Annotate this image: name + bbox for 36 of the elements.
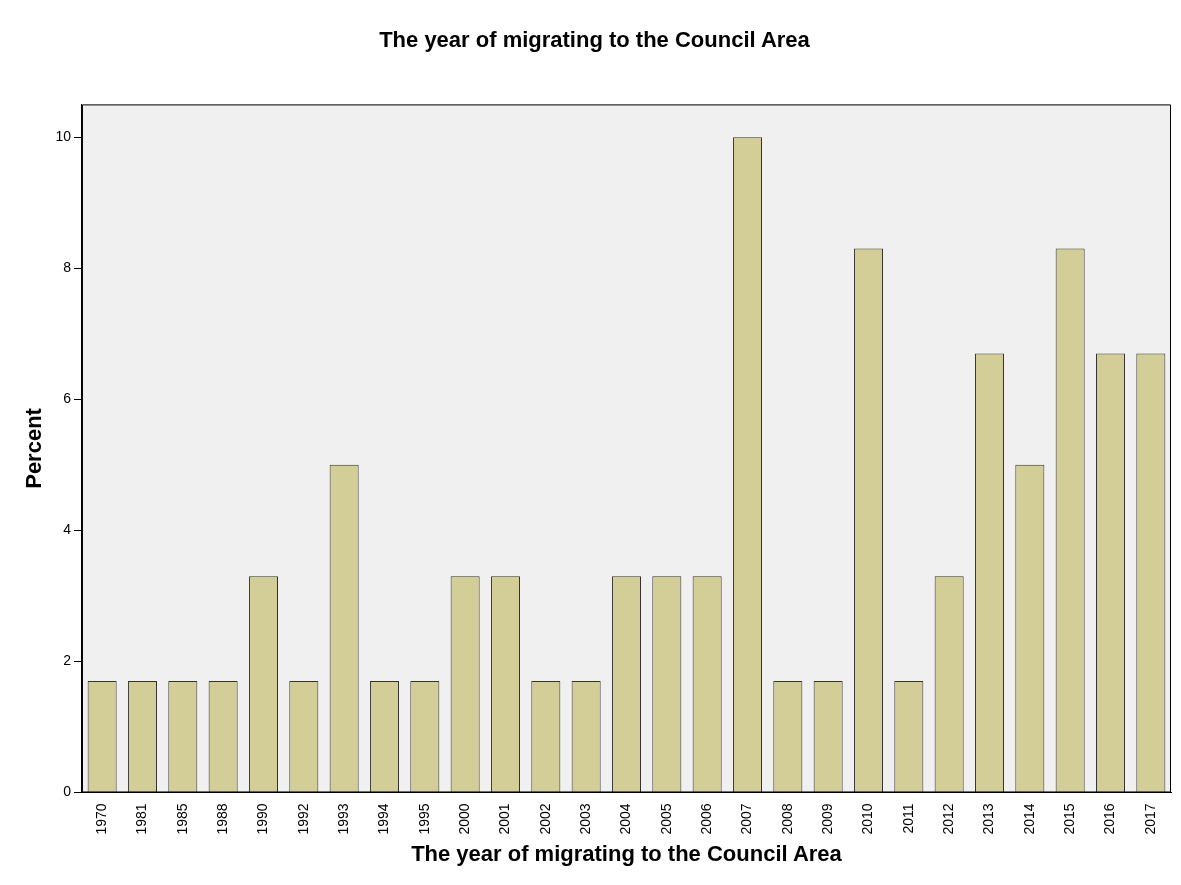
- x-tick-label: 2010: [859, 803, 876, 835]
- x-tick-label: 1988: [214, 803, 230, 835]
- x-tick-label: 2003: [577, 803, 594, 835]
- x-tick-label: 2002: [536, 803, 553, 835]
- chart-title: The year of migrating to the Council Area: [379, 27, 811, 53]
- x-tick-label: 2013: [980, 803, 997, 835]
- y-tick-label: 4: [63, 521, 72, 538]
- y-axis-title: Percent: [21, 407, 47, 489]
- y-tick-label: 8: [63, 259, 72, 276]
- y-tick-label: 0: [63, 783, 72, 800]
- x-tick-label: 1985: [173, 803, 190, 835]
- x-tick-label: 2008: [778, 803, 795, 835]
- x-axis-title: The year of migrating to the Council Area: [411, 840, 843, 866]
- x-tick-label: 1970: [93, 803, 109, 835]
- x-tick-label: 1992: [294, 803, 311, 835]
- x-tick-label: 2016: [1101, 803, 1118, 835]
- x-tick-label: 2011: [899, 803, 916, 834]
- x-tick-label: 2007: [738, 803, 755, 835]
- x-tick-label: 2017: [1141, 803, 1158, 835]
- x-tick-label: 1995: [415, 803, 432, 835]
- x-tick-label: 1990: [254, 803, 271, 835]
- x-tick-label: 2006: [698, 803, 715, 835]
- x-tick-label: 2012: [940, 803, 957, 835]
- x-tick-label: 1981: [133, 803, 150, 835]
- x-tick-label: 2015: [1061, 803, 1078, 835]
- x-tick-label: 2009: [819, 803, 836, 835]
- x-tick-label: 1993: [335, 803, 351, 835]
- x-tick-label: 1994: [375, 803, 392, 835]
- y-tick-label: 6: [63, 390, 72, 407]
- y-tick-label: 10: [55, 128, 72, 145]
- x-tick-label: 2014: [1020, 803, 1037, 835]
- x-tick-label: 2000: [456, 803, 473, 835]
- y-tick-label: 2: [63, 652, 72, 669]
- x-tick-label: 2001: [496, 803, 513, 835]
- x-tick-label: 2004: [617, 803, 634, 835]
- x-tick-label: 2005: [657, 803, 674, 835]
